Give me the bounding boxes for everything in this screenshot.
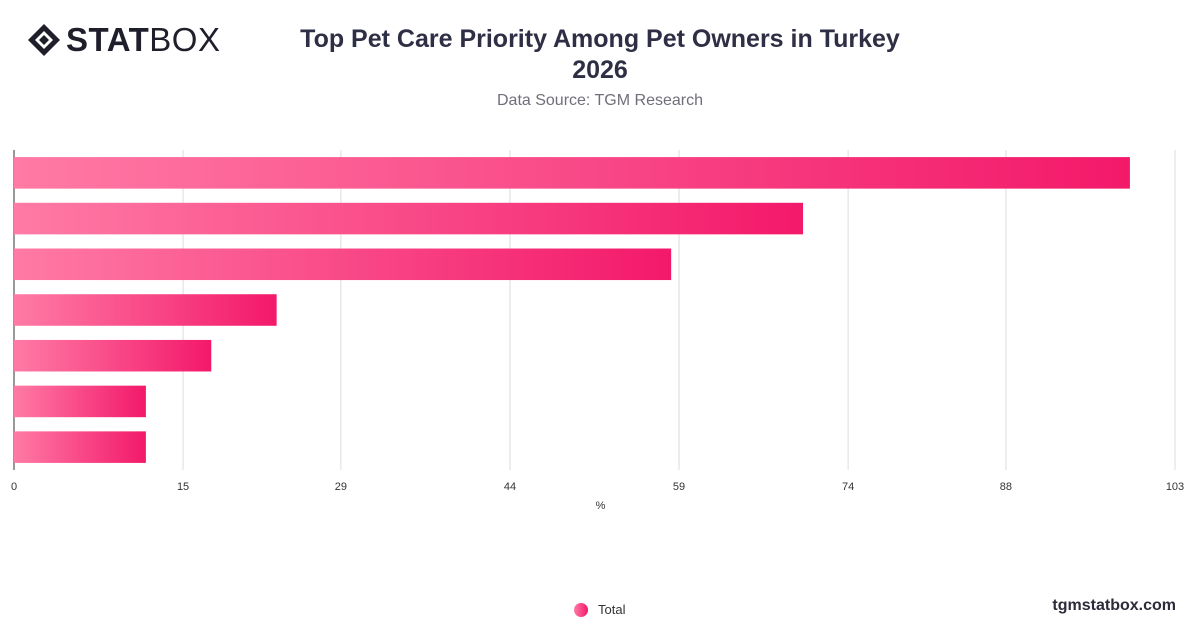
bar[interactable]	[14, 202, 804, 235]
chart-subtitle: Data Source: TGM Research	[496, 92, 703, 109]
chart-title-line1: Top Pet Care Priority Among Pet Owners i…	[300, 25, 900, 53]
legend[interactable]: Total	[574, 602, 625, 617]
bar[interactable]	[14, 385, 146, 418]
x-tick-label: 0	[11, 481, 17, 493]
legend-marker	[574, 602, 588, 617]
bar[interactable]	[14, 248, 672, 281]
logo-light-text: BOX	[149, 21, 221, 58]
x-tick-label: 74	[842, 481, 854, 493]
bar[interactable]	[14, 157, 1130, 189]
bar[interactable]	[14, 431, 146, 463]
diamond-logo-icon	[28, 24, 60, 56]
x-tick-label: 59	[673, 481, 685, 493]
x-axis-title: %	[596, 500, 606, 512]
chart-title: Top Pet Care Priority Among Pet Owners i…	[250, 24, 950, 86]
bar[interactable]	[14, 339, 212, 372]
statbox-logo: STATBOX	[26, 22, 220, 58]
chart-title-line2: 2026	[572, 56, 628, 84]
site-credit: tgmstatbox.com	[1052, 597, 1176, 614]
legend-label: Total	[598, 602, 626, 617]
x-tick-label: 88	[1000, 481, 1012, 493]
logo-wordmark: STATBOX	[66, 22, 220, 58]
bar[interactable]	[14, 294, 277, 326]
x-tick-label: 15	[177, 481, 189, 493]
x-tick-label: 44	[504, 481, 516, 493]
x-tick-label: 29	[335, 481, 347, 493]
x-tick-label: 103	[1166, 481, 1184, 493]
logo-bold-text: STAT	[66, 21, 150, 58]
